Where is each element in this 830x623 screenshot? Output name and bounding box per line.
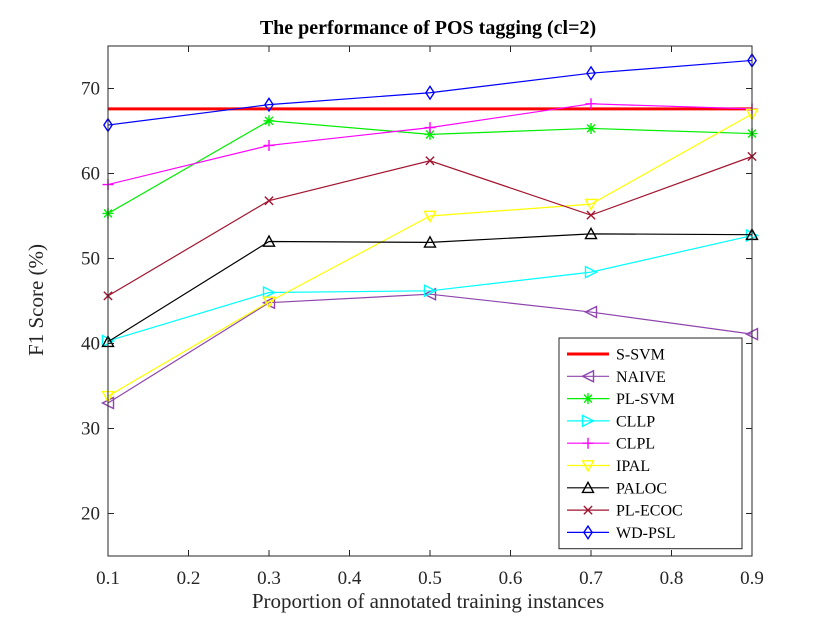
legend-marker-cllp [581, 414, 596, 428]
data-point-ipal-1 [262, 296, 276, 309]
x-tick-label: 0.8 [660, 568, 684, 589]
data-point-naive-3 [583, 305, 598, 319]
legend-item-naive: NAIVE [567, 369, 666, 386]
data-point-pl-svm-1 [263, 115, 275, 127]
series-line-wd-psl [107, 59, 753, 126]
x-tick-label: 0.7 [579, 568, 603, 589]
y-tick-label: 70 [81, 79, 100, 100]
data-point-naive-2 [422, 287, 437, 301]
legend-label-wd-psl: WD-PSL [616, 525, 676, 542]
legend-marker-clpl [582, 437, 594, 449]
x-tick-label: 0.3 [257, 568, 281, 589]
data-point-clpl-3 [585, 98, 597, 110]
data-point-naive-1 [261, 296, 276, 310]
legend-label-naive: NAIVE [616, 369, 666, 386]
chart-title: The performance of POS tagging (cl=2) [260, 17, 596, 39]
legend-label-pl-svm: PL-SVM [616, 391, 675, 408]
legend-item-clpl: CLPL [567, 436, 655, 453]
data-point-pl-svm-3 [585, 122, 597, 134]
y-tick-label: 50 [81, 249, 100, 270]
data-point-cllp-1 [262, 285, 277, 300]
data-point-pl-ecoc-3 [586, 210, 596, 220]
legend-label-pl-ecoc: PL-ECOC [616, 503, 683, 520]
data-point-ipal-3 [584, 198, 598, 212]
data-point-pl-svm-2 [424, 128, 436, 140]
data-point-clpl-1 [263, 139, 275, 151]
ticks-layer: 0.1 0.2 0.3 0.4 0.5 0.6 0.7 0.8 0.9 20 30 40 50 60 70 [81, 46, 764, 589]
data-point-paloc-1 [262, 234, 276, 247]
legend-item-pl-ecoc: PL-ECOC [567, 503, 683, 520]
data-point-wd-psl-1 [264, 97, 274, 113]
x-tick-label: 0.5 [418, 568, 442, 589]
series-layer [100, 52, 760, 410]
x-tick-label: 0.6 [499, 568, 523, 589]
legend-label-paloc: PALOC [616, 480, 667, 497]
y-tick-label: 40 [81, 334, 100, 355]
legend-item-pl-svm: PL-SVM [567, 391, 675, 408]
y-axis-label: F1 Score (%) [24, 244, 48, 356]
data-point-cllp-3 [584, 265, 599, 279]
legend-label-s-svm: S-SVM [616, 347, 665, 364]
series-wd-psl [103, 52, 757, 133]
x-tick-label: 0.9 [740, 568, 764, 589]
data-point-wd-psl-3 [586, 65, 596, 81]
series-line-cllp [107, 234, 753, 342]
data-point-clpl-2 [424, 122, 436, 134]
y-tick-label: 30 [81, 419, 100, 440]
legend-marker-naive [580, 369, 595, 383]
data-point-wd-psl-2 [425, 85, 435, 101]
legend-item-paloc: PALOC [567, 480, 667, 497]
x-axis-label: Proportion of annotated training instanc… [252, 589, 604, 613]
x-tick-label: 0.4 [338, 568, 362, 589]
legend-item-cllp: CLLP [567, 413, 655, 430]
y-tick-label: 60 [81, 164, 100, 185]
legend-label-cllp: CLLP [616, 413, 655, 430]
legend-marker-paloc [581, 480, 595, 494]
series-line-ipal [107, 113, 753, 397]
legend-marker-ipal [581, 460, 595, 473]
legend-marker-pl-svm [582, 393, 594, 405]
data-point-cllp-2 [423, 284, 438, 298]
legend-item-ipal: IPAL [567, 458, 650, 475]
legend-item-s-svm: S-SVM [567, 347, 665, 364]
legend-marker-wd-psl [583, 524, 593, 541]
data-point-paloc-3 [584, 226, 598, 240]
series-line-paloc [107, 233, 753, 343]
legend-marker-pl-ecoc [583, 505, 593, 515]
legend-item-wd-psl: WD-PSL [567, 524, 676, 542]
data-point-ipal-2 [423, 210, 437, 223]
data-point-paloc-2 [423, 235, 437, 248]
data-point-pl-ecoc-2 [425, 156, 435, 166]
legend-label-clpl: CLPL [616, 436, 655, 453]
x-tick-label: 0.1 [96, 568, 120, 589]
legend: S-SVM NAIVE PL-SVM CLLP CLPL IPAL PALOC PL-ECOC… [558, 337, 743, 550]
data-point-pl-ecoc-1 [264, 196, 274, 206]
y-tick-label: 20 [81, 504, 100, 525]
legend-label-ipal: IPAL [616, 458, 650, 475]
x-tick-label: 0.2 [177, 568, 201, 589]
